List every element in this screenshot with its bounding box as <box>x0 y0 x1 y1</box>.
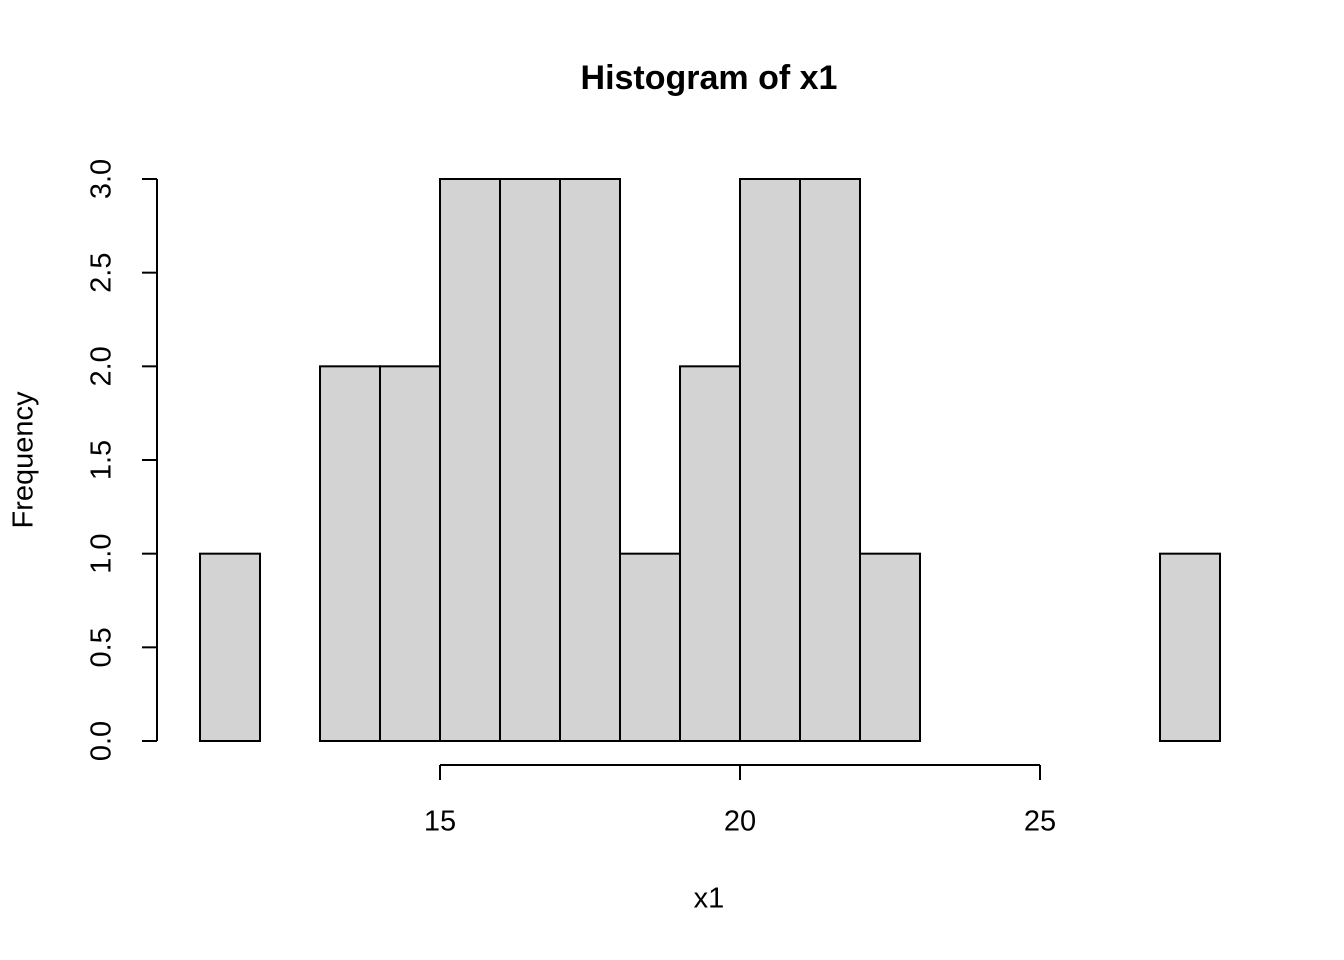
x-axis-label: x1 <box>694 883 725 915</box>
bar <box>679 365 741 742</box>
bar <box>859 552 921 743</box>
bar <box>619 552 681 743</box>
y-tick-label: 1.0 <box>86 534 118 574</box>
bar <box>379 365 441 742</box>
bar <box>319 365 381 742</box>
x-tick-label: 25 <box>1024 806 1056 838</box>
bar <box>799 178 861 742</box>
x-tick-label: 20 <box>724 806 756 838</box>
y-tick-label: 0.0 <box>86 721 118 761</box>
bar <box>499 178 561 742</box>
y-tick-label: 3.0 <box>86 159 118 199</box>
y-tick-label: 2.0 <box>86 346 118 386</box>
y-tick-label: 2.5 <box>86 253 118 293</box>
bar <box>1159 552 1221 743</box>
y-axis-label: Frequency <box>8 391 40 529</box>
bar <box>199 552 261 743</box>
x-tick-label: 15 <box>424 806 456 838</box>
chart-title: Histogram of x1 <box>581 59 838 97</box>
bar <box>559 178 621 742</box>
y-tick-label: 0.5 <box>86 627 118 667</box>
y-tick-label: 1.5 <box>86 440 118 480</box>
bar <box>439 178 501 742</box>
bar <box>739 178 801 742</box>
